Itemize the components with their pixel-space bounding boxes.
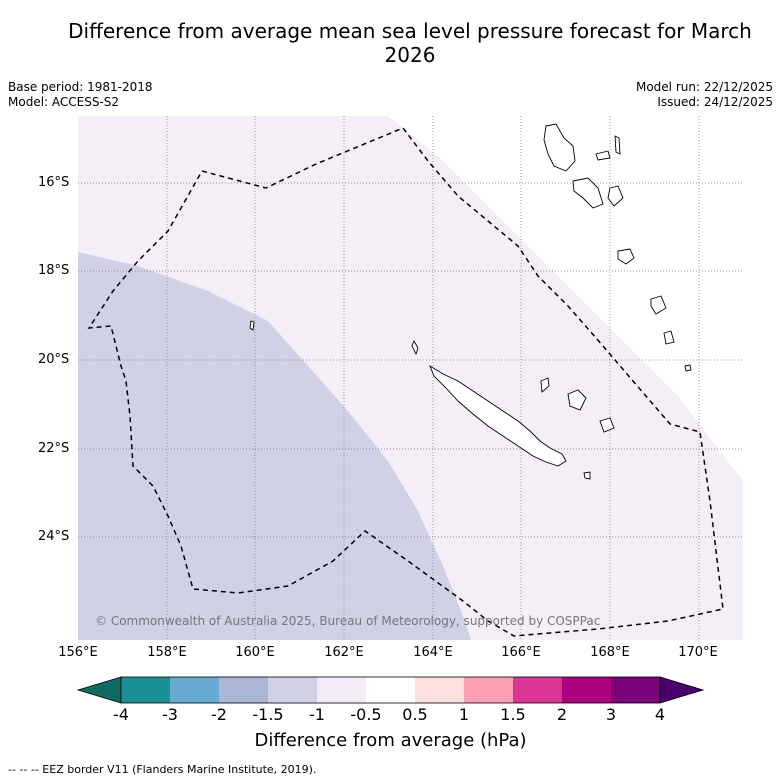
lat-label-24s: 24°S [38,529,70,544]
copyright-notice: © Commonwealth of Australia 2025, Bureau… [95,614,600,628]
belep-islands [411,339,419,356]
chesterfield-islet [249,320,255,331]
cb-tick-2: -3 [162,705,178,724]
colorbar-segment [366,677,415,703]
colorbar-segment [170,677,219,703]
lon-label-156e: 156°E [58,645,98,660]
eez-border [87,127,724,637]
lat-label-18s: 18°S [38,263,70,278]
map-title: Difference from average mean sea level p… [68,19,752,67]
lon-label-166e: 166°E [501,645,541,660]
colorbar-segment [317,677,366,703]
lon-label-158e: 158°E [147,645,187,660]
cb-tick-7: 0.5 [402,705,428,724]
cb-tick-10: 2 [556,705,568,724]
mare-island [599,417,615,433]
map-plot: © Commonwealth of Australia 2025, Bureau… [78,116,743,640]
ouvea-island [540,377,550,393]
meta-right: Model run: 22/12/2025 Issued: 24/12/2025 [636,80,773,110]
model-run: Model run: 22/12/2025 [635,80,773,94]
lon-label-168e: 168°E [590,645,630,660]
ambae-island [595,150,611,161]
anomaly-region-medium [78,252,471,640]
cb-tick-11: 3 [605,705,617,724]
issued-date: Issued: 24/12/2025 [657,95,773,109]
malakula-island [572,177,604,209]
colorbar-segment [219,677,268,703]
colorbar-outline [120,676,661,704]
lat-label-16s: 16°S [38,175,70,190]
new-caledonia [429,364,567,467]
cb-tick-4: -1.5 [252,705,284,724]
colorbar-segment [611,677,660,703]
colorbar-label: Difference from average (hPa) [254,730,527,751]
cb-tick-5: -1 [309,705,325,724]
cb-tick-6: -0.5 [350,705,382,724]
lon-label-162e: 162°E [324,645,364,660]
cb-tick-9: 1.5 [500,705,526,724]
lon-label-164e: 164°E [413,645,453,660]
colorbar-segment [415,677,464,703]
colorbar-segment [562,677,611,703]
colorbar-under-triangle [76,676,122,704]
efate-island [617,248,635,265]
base-period: Base period: 1981-2018 [8,80,153,94]
espiritu-santo [543,123,576,172]
erromango-island [650,295,667,315]
lon-label-170e: 170°E [678,645,718,660]
colorbar-segment [121,677,170,703]
cb-tick-8: 1 [458,705,470,724]
colorbar-segment [513,677,562,703]
colorbar [76,676,705,704]
coastlines [249,123,692,480]
meta-left: Base period: 1981-2018 Model: ACCESS-S2 [8,80,153,110]
lat-label-20s: 20°S [38,352,70,367]
colorbar-over-triangle [659,676,705,704]
colorbar-segment [464,677,513,703]
lifou-island [567,389,587,411]
lon-label-160e: 160°E [235,645,275,660]
cb-tick-12: 4 [654,705,666,724]
maewo-island [614,135,621,155]
lat-label-22s: 22°S [38,441,70,456]
tanna-island [663,330,675,345]
colorbar-segment [268,677,317,703]
cb-tick-1: -4 [113,705,129,724]
model-name: Model: ACCESS-S2 [8,95,120,109]
aneityum-island [684,364,692,372]
gridlines [78,116,743,640]
isle-of-pines [583,471,591,480]
eez-footnote: -- -- -- EEZ border V11 (Flanders Marine… [8,763,317,776]
pentecost-island [607,185,624,207]
cb-tick-3: -2 [211,705,227,724]
